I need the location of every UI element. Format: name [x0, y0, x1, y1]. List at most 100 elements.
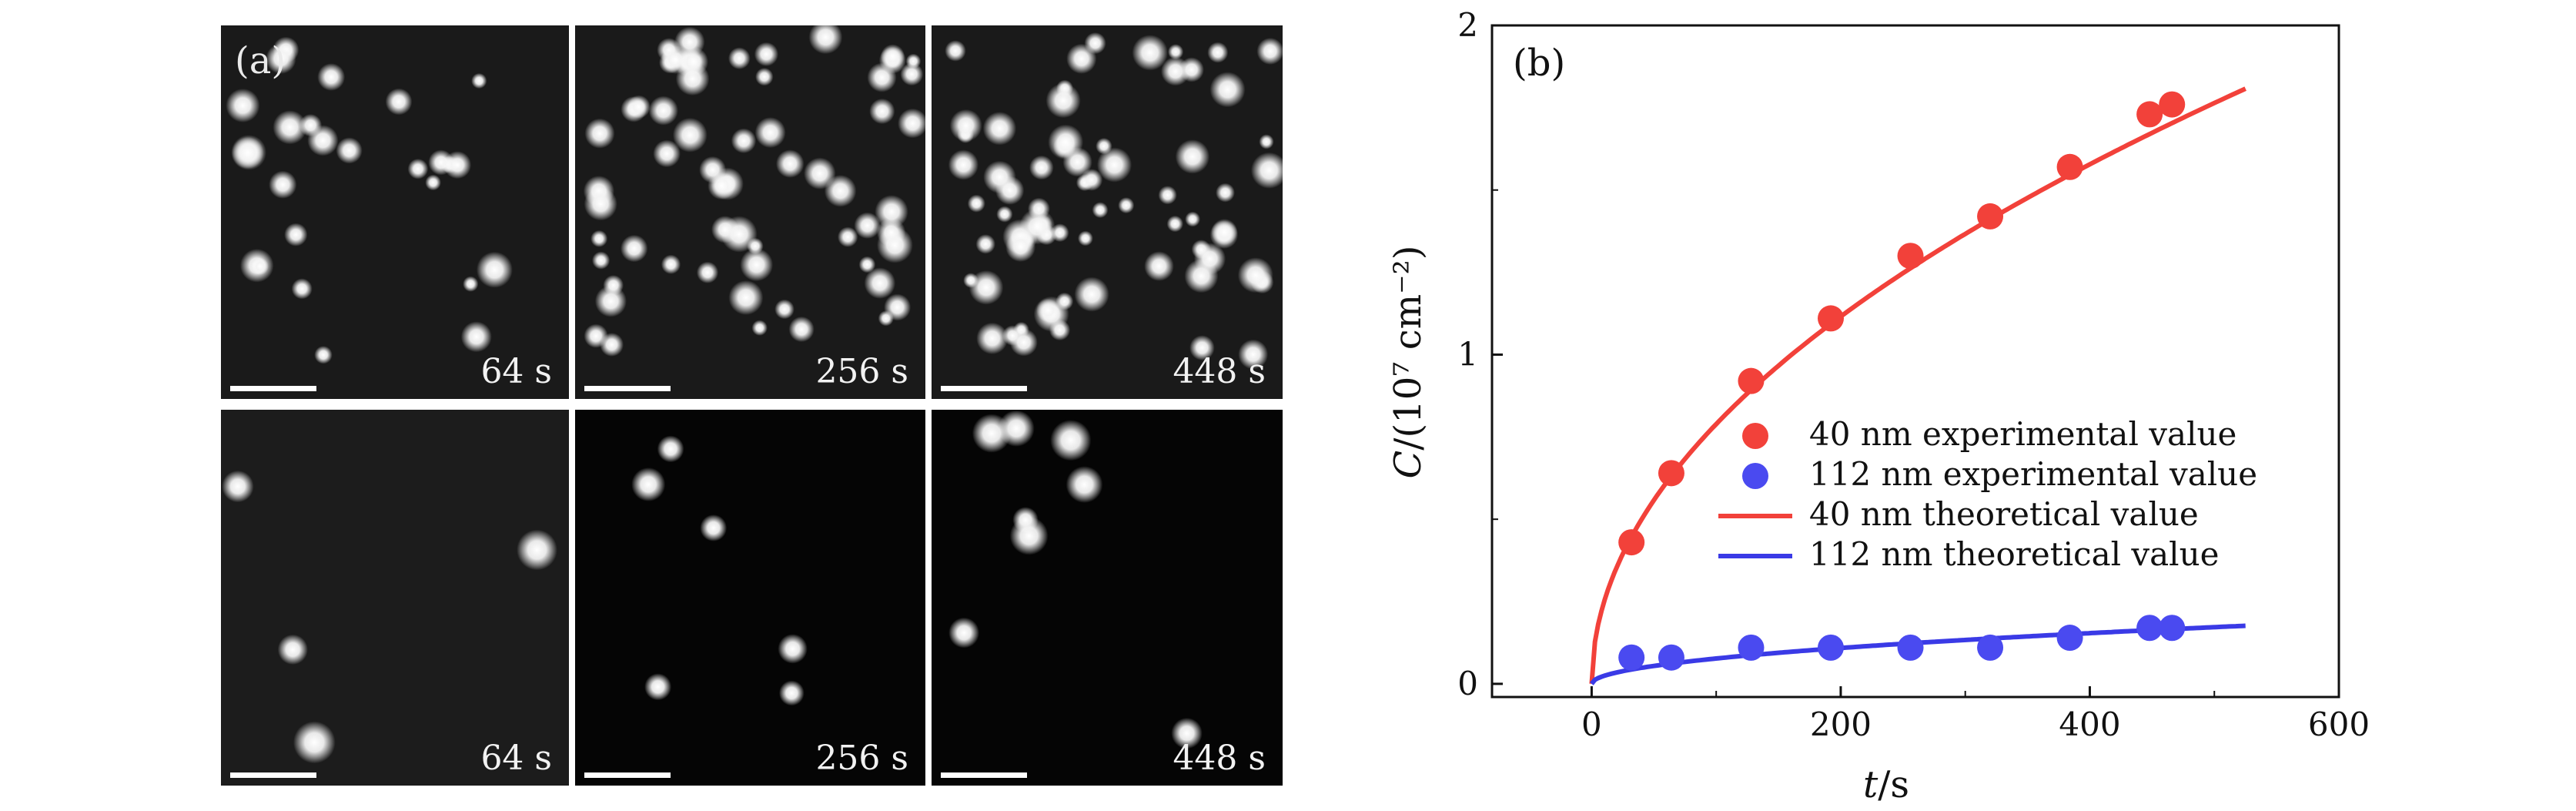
particle — [584, 187, 617, 221]
micrograph-112nm-64s: 64 s — [221, 410, 569, 786]
particle — [277, 634, 308, 665]
particle — [1012, 507, 1039, 533]
particle — [1029, 155, 1054, 180]
particle — [1238, 339, 1269, 370]
scale-bar — [584, 386, 671, 391]
micrograph-40nm-448s: 448 s — [932, 25, 1283, 399]
data-point — [2056, 625, 2083, 652]
particle — [998, 410, 1035, 447]
particle — [336, 137, 363, 164]
particle — [443, 151, 472, 179]
particle — [754, 117, 786, 149]
particle — [273, 110, 307, 145]
particle — [1118, 197, 1135, 214]
particle — [291, 278, 313, 300]
particle — [517, 529, 557, 571]
legend-marker — [1742, 423, 1768, 449]
data-point — [1897, 634, 1924, 661]
particle — [644, 673, 672, 701]
particle — [854, 212, 881, 239]
particle — [788, 316, 815, 343]
particle — [460, 321, 492, 353]
plot-frame — [1490, 24, 2340, 699]
particle — [1161, 56, 1190, 86]
particle — [672, 117, 708, 152]
particle — [631, 467, 666, 501]
legend-label: 112 nm theoretical value — [1809, 535, 2220, 573]
particle — [307, 125, 339, 156]
particle — [982, 112, 1017, 146]
particle — [969, 270, 1004, 305]
particle — [878, 310, 894, 327]
particle — [774, 299, 795, 320]
particle — [600, 333, 624, 357]
data-point — [1658, 460, 1684, 487]
scale-bar — [584, 772, 671, 778]
particle — [875, 195, 908, 229]
data-point — [1658, 644, 1684, 671]
particle — [1189, 335, 1215, 360]
particle — [266, 43, 296, 74]
particle — [1207, 42, 1229, 63]
particle — [778, 680, 805, 706]
particle — [949, 109, 982, 142]
legend-label: 40 nm theoretical value — [1809, 495, 2199, 533]
particle — [824, 175, 857, 207]
y-tick-label: 1 — [1457, 335, 1478, 373]
time-label: 448 s — [1173, 739, 1266, 778]
particle — [778, 634, 808, 664]
particle — [251, 257, 269, 275]
particle — [471, 72, 487, 89]
particle — [584, 118, 615, 149]
particle — [1036, 298, 1060, 323]
particle — [755, 68, 774, 86]
particle — [731, 128, 757, 153]
particle — [1078, 230, 1093, 246]
particle — [711, 216, 739, 243]
micrograph-40nm-256s: 256 s — [575, 25, 925, 399]
scale-bar — [230, 772, 316, 778]
x-tick-label: 0 — [1581, 705, 1602, 743]
particle — [996, 206, 1013, 223]
scale-bar — [941, 386, 1027, 391]
data-point — [1738, 634, 1765, 661]
particle — [463, 276, 479, 292]
particle — [754, 42, 778, 66]
particle — [317, 63, 346, 91]
particle — [1074, 276, 1109, 312]
particle — [775, 149, 805, 178]
data-point — [1738, 367, 1765, 394]
data-point — [1897, 243, 1924, 270]
data-point — [1618, 644, 1645, 671]
particle — [1005, 232, 1036, 262]
time-label: 256 s — [815, 739, 908, 778]
particle — [1209, 72, 1246, 108]
particle — [838, 226, 858, 247]
y-axis-title: C/(10⁷ cm⁻²) — [1387, 246, 1430, 479]
particle — [222, 470, 254, 503]
data-point — [2159, 615, 2186, 642]
y-tick-label: 2 — [1457, 6, 1478, 44]
time-label: 64 s — [480, 352, 552, 391]
particle — [1166, 215, 1183, 233]
particle — [594, 285, 627, 317]
particle — [1084, 32, 1106, 55]
particle — [1066, 466, 1103, 503]
legend-label: 112 nm experimental value — [1809, 455, 2257, 493]
particle — [1259, 134, 1274, 149]
legend-marker — [1742, 463, 1768, 489]
particle — [407, 159, 429, 179]
particle — [232, 136, 264, 169]
micrograph-112nm-256s: 256 s — [575, 410, 925, 786]
data-point — [1818, 305, 1844, 332]
particle — [900, 62, 924, 86]
particle — [983, 160, 1016, 194]
particle — [1092, 202, 1109, 219]
particle — [590, 230, 608, 247]
data-point — [2159, 91, 2186, 118]
particle — [1256, 38, 1283, 65]
particle — [747, 237, 764, 255]
data-point — [2056, 153, 2083, 180]
